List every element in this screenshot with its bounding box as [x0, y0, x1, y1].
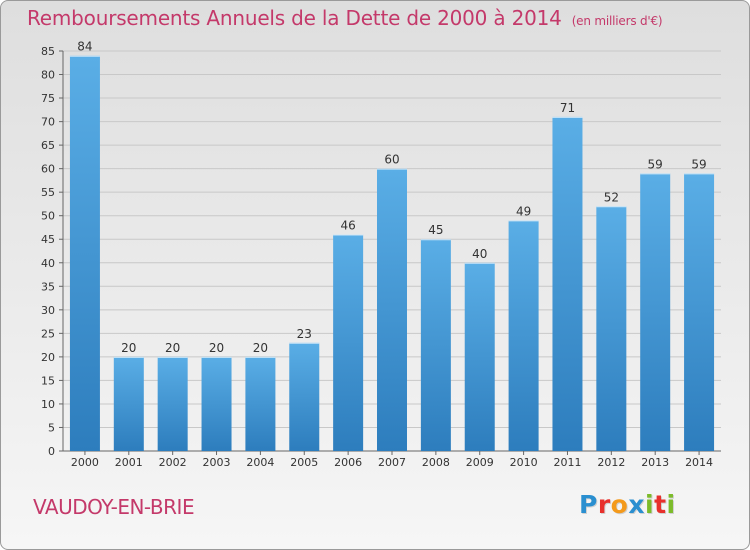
bar-value-label: 46 [340, 219, 355, 233]
bar-value-label: 71 [560, 101, 575, 115]
bar [684, 173, 715, 451]
y-tick-label: 45 [41, 233, 55, 246]
x-tick-label: 2013 [641, 456, 669, 469]
y-tick-label: 40 [41, 257, 55, 270]
bar [640, 173, 671, 451]
bar [113, 356, 144, 451]
y-tick-label: 25 [41, 327, 55, 340]
bar-value-label: 49 [516, 204, 531, 218]
y-tick-label: 85 [41, 45, 55, 58]
bar-value-label: 40 [472, 247, 487, 261]
logo-letter: i [645, 490, 655, 519]
x-tick-label: 2002 [159, 456, 187, 469]
x-tick-label: 2007 [378, 456, 406, 469]
bar-value-label: 20 [253, 341, 268, 355]
bar [464, 262, 495, 451]
bar [552, 116, 583, 451]
bar-value-label: 60 [384, 153, 399, 167]
y-tick-label: 55 [41, 186, 55, 199]
title-text: Remboursements Annuels de la Dette de 20… [27, 6, 562, 30]
y-tick-label: 30 [41, 304, 55, 317]
y-tick-label: 65 [41, 139, 55, 152]
bar-value-label: 20 [121, 341, 136, 355]
bar [333, 234, 364, 451]
y-tick-label: 0 [48, 445, 55, 458]
bar [596, 206, 627, 451]
y-tick-label: 5 [48, 421, 55, 434]
x-tick-label: 2012 [597, 456, 625, 469]
x-tick-label: 2009 [466, 456, 494, 469]
bar-value-label: 20 [165, 341, 180, 355]
bar [420, 239, 451, 451]
y-tick-label: 60 [41, 163, 55, 176]
y-tick-label: 35 [41, 280, 55, 293]
y-tick-label: 80 [41, 69, 55, 82]
bar-value-label: 52 [604, 190, 619, 204]
bar [377, 168, 407, 451]
x-tick-label: 2004 [246, 456, 274, 469]
bar-value-label: 59 [691, 157, 706, 171]
logo-letter: t [654, 490, 667, 519]
y-tick-label: 20 [41, 351, 55, 364]
chart-title: Remboursements Annuels de la Dette de 20… [27, 6, 663, 30]
bar [69, 55, 100, 452]
logo-letter: i [666, 490, 676, 519]
x-tick-label: 2001 [115, 456, 143, 469]
y-tick-label: 75 [41, 92, 55, 105]
y-tick-label: 70 [41, 116, 55, 129]
y-tick-label: 10 [41, 398, 55, 411]
x-tick-label: 2005 [290, 456, 318, 469]
commune-name: VAUDOY-EN-BRIE [33, 495, 195, 519]
bar [508, 220, 539, 451]
y-tick-label: 50 [41, 210, 55, 223]
bar [245, 356, 276, 451]
bar-value-label: 84 [77, 40, 92, 54]
bar-value-label: 45 [428, 223, 443, 237]
bar [289, 342, 320, 451]
x-tick-label: 2008 [422, 456, 450, 469]
logo-letter: r [597, 490, 611, 519]
unit-label: (en milliers d'€) [571, 14, 663, 28]
bar-value-label: 59 [648, 157, 663, 171]
x-tick-label: 2011 [553, 456, 581, 469]
proxiti-logo: Proxiti [579, 490, 676, 519]
bar-value-label: 20 [209, 341, 224, 355]
y-tick-label: 15 [41, 374, 55, 387]
x-tick-label: 2006 [334, 456, 362, 469]
logo-letter: x [628, 490, 645, 519]
logo-letter: P [579, 490, 598, 519]
x-tick-label: 2000 [71, 456, 99, 469]
x-tick-label: 2014 [685, 456, 713, 469]
x-tick-label: 2010 [510, 456, 538, 469]
x-tick-label: 2003 [203, 456, 231, 469]
logo-letter: o [610, 490, 629, 519]
bar-value-label: 23 [297, 327, 312, 341]
bar [201, 356, 232, 451]
bar [157, 356, 188, 451]
